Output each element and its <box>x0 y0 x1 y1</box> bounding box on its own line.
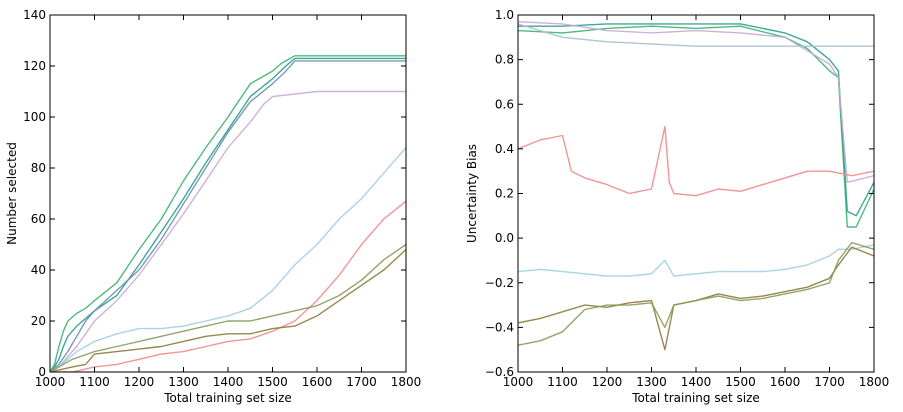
series-line-4 <box>50 90 406 372</box>
x-tick-label: 1000 <box>503 375 534 389</box>
x-tick-label: 1700 <box>814 375 845 389</box>
series-line-4 <box>518 23 874 47</box>
y-ticks: −0.6 −0.4 −0.2 0.0 0.2 0.4 0.6 0.8 1.0 <box>485 8 874 379</box>
series-line-2 <box>50 57 406 372</box>
y-tick-label: −0.6 <box>485 365 514 379</box>
y-tick-label: 0.6 <box>495 97 514 111</box>
series-line-8 <box>50 243 406 372</box>
y-axis-label: Uncertainty Bias <box>465 144 479 243</box>
series-line-7 <box>50 249 406 372</box>
series-line-3 <box>50 60 406 372</box>
x-axis-label: Total training set size <box>631 391 760 405</box>
y-tick-label: 80 <box>31 161 46 175</box>
x-tick-label: 1300 <box>168 375 199 389</box>
series-line-1 <box>518 25 874 228</box>
y-tick-label: 0.4 <box>495 142 514 156</box>
y-tick-label: 0 <box>38 365 46 379</box>
chart-uncertainty-bias: 1000 1100 1200 1300 1400 1500 1600 1700 1800 −0.… <box>465 8 889 405</box>
series-line-5 <box>518 125 874 197</box>
series-line-6 <box>50 200 406 372</box>
plot-frame <box>49 14 407 373</box>
series-line-3 <box>518 21 874 183</box>
x-tick-label: 1100 <box>79 375 110 389</box>
x-ticks: 1000 1100 1200 1300 1400 1500 1600 1700 1800 <box>503 15 890 389</box>
y-tick-label: 40 <box>31 263 46 277</box>
series-line-5 <box>50 147 406 372</box>
x-tick-label: 1400 <box>213 375 244 389</box>
x-tick-label: 1600 <box>302 375 333 389</box>
y-tick-label: 1.0 <box>495 8 514 22</box>
x-tick-label: 1100 <box>547 375 578 389</box>
y-tick-label: 0.2 <box>495 187 514 201</box>
series-group <box>518 21 874 351</box>
x-ticks: 1000 1100 1200 1300 1400 1500 1600 1700 1800 <box>35 15 422 389</box>
series-line-2 <box>518 23 874 217</box>
x-tick-label: 1500 <box>257 375 288 389</box>
plot-frame <box>517 14 875 373</box>
x-tick-label: 1400 <box>681 375 712 389</box>
y-tick-label: 120 <box>23 59 46 73</box>
x-axis-label: Total training set size <box>163 391 292 405</box>
chart-number-selected: 1000 1100 1200 1300 1400 1500 1600 1700 1800 0 20… <box>5 8 421 405</box>
x-tick-label: 1800 <box>391 375 422 389</box>
y-tick-label: 0.8 <box>495 53 514 67</box>
y-tick-label: −0.2 <box>485 276 514 290</box>
series-line-8 <box>518 241 874 346</box>
series-line-7 <box>518 246 874 351</box>
x-tick-label: 1600 <box>770 375 801 389</box>
y-tick-label: −0.4 <box>485 320 514 334</box>
y-ticks: 0 20 40 60 80 100 120 140 <box>23 8 406 379</box>
y-tick-label: 140 <box>23 8 46 22</box>
x-tick-label: 1000 <box>35 375 66 389</box>
x-tick-label: 1200 <box>124 375 155 389</box>
series-line-6 <box>518 244 874 277</box>
series-line-1 <box>50 55 406 372</box>
y-axis-label: Number selected <box>5 142 19 245</box>
series-group <box>50 55 406 372</box>
x-tick-label: 1200 <box>592 375 623 389</box>
y-tick-label: 100 <box>23 110 46 124</box>
x-tick-label: 1500 <box>725 375 756 389</box>
x-tick-label: 1700 <box>346 375 377 389</box>
y-tick-label: 0.0 <box>495 231 514 245</box>
y-tick-label: 20 <box>31 314 46 328</box>
y-tick-label: 60 <box>31 212 46 226</box>
x-tick-label: 1800 <box>859 375 890 389</box>
x-tick-label: 1300 <box>636 375 667 389</box>
